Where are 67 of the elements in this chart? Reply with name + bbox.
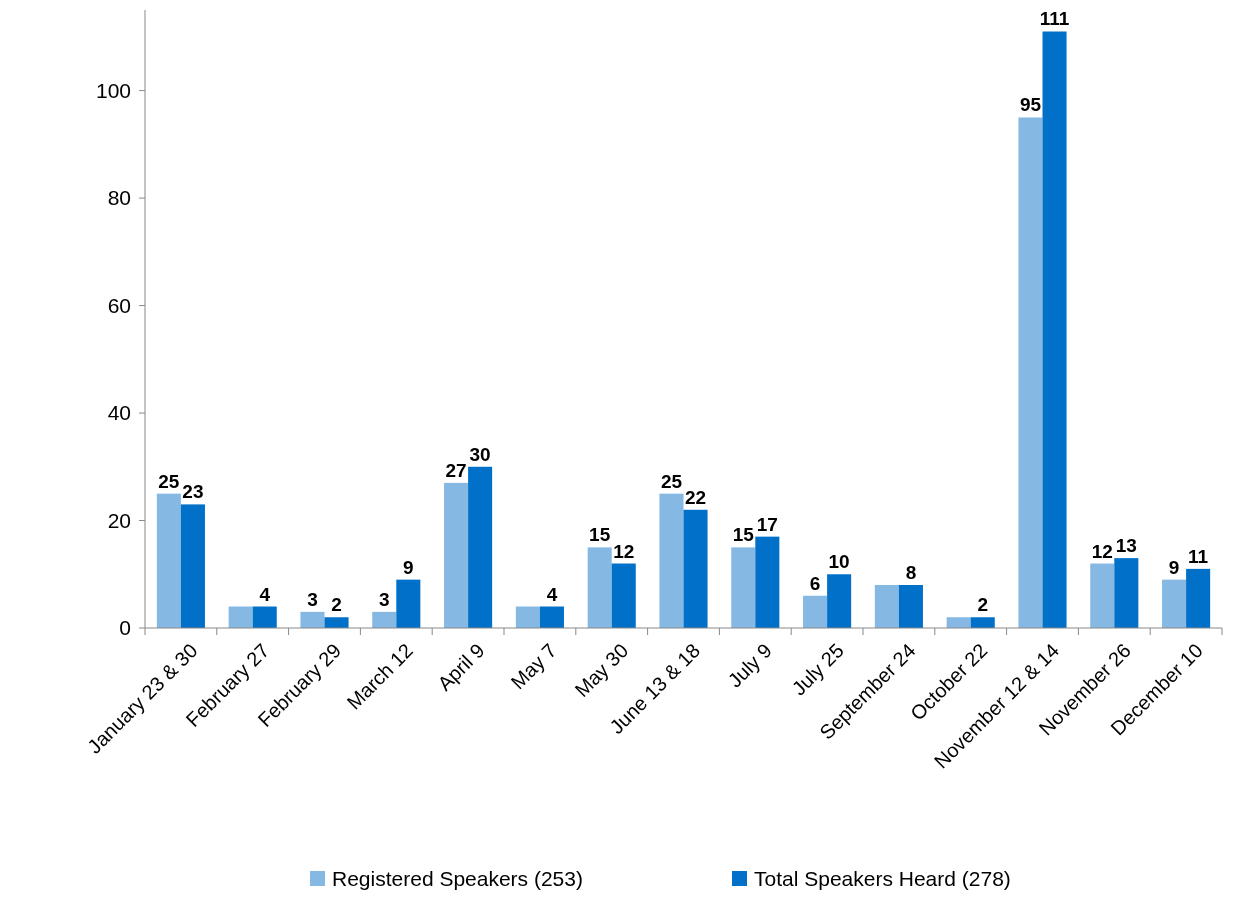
data-label: 27 (445, 459, 467, 481)
x-tick-label: July 9 (723, 639, 777, 692)
bar (324, 617, 349, 628)
bar (587, 547, 612, 628)
data-label: 25 (660, 470, 683, 492)
legend-label: Total Speakers Heard (278) (754, 867, 1011, 890)
bar (1162, 579, 1187, 628)
bar (898, 585, 923, 628)
bar (803, 595, 828, 628)
legend-label: Registered Speakers (253) (332, 867, 583, 890)
data-label: 9 (1168, 556, 1180, 578)
y-tick-label: 40 (107, 401, 131, 425)
x-tick-label: May 30 (570, 639, 633, 702)
bar (300, 611, 325, 628)
bar (1090, 563, 1115, 628)
bar (683, 509, 708, 628)
bar (1018, 117, 1043, 628)
data-label: 22 (684, 486, 707, 508)
data-label: 25 (158, 470, 180, 492)
bar (946, 617, 971, 628)
bar (874, 585, 899, 628)
y-tick-label: 80 (107, 186, 131, 210)
bar (539, 606, 564, 628)
data-label: 12 (613, 540, 635, 562)
data-label: 23 (182, 481, 204, 503)
data-label: 6 (809, 572, 821, 594)
data-label: 12 (1091, 540, 1113, 562)
bar (659, 493, 684, 628)
data-label: 9 (403, 556, 414, 578)
data-label: 10 (828, 551, 850, 573)
data-label: 11 (1188, 545, 1209, 567)
bar (515, 606, 540, 628)
bar (731, 547, 756, 628)
y-tick-label: 0 (119, 616, 131, 639)
bar (1186, 568, 1211, 628)
bar (1114, 558, 1139, 628)
bar (180, 504, 205, 628)
bar (396, 579, 421, 628)
data-label: 17 (756, 513, 778, 535)
data-label: 13 (1115, 535, 1137, 557)
bar (468, 466, 493, 628)
bar (252, 606, 277, 628)
data-label: 15 (732, 524, 755, 546)
bar (1042, 31, 1067, 628)
bar (827, 574, 852, 628)
data-label: 2 (331, 594, 342, 616)
y-tick-label: 100 (95, 78, 131, 102)
data-label: 4 (259, 583, 271, 605)
bar (611, 563, 636, 628)
data-label: 3 (307, 588, 318, 610)
data-label: 2 (977, 594, 989, 616)
x-tick-label: May 7 (506, 639, 561, 694)
data-label: 111 (1039, 8, 1070, 30)
y-tick-label: 60 (107, 293, 131, 317)
bar (372, 611, 397, 628)
bar (970, 617, 995, 628)
data-label: 95 (1019, 94, 1042, 116)
bar (444, 482, 469, 628)
data-label: 15 (589, 524, 611, 546)
data-label: 4 (546, 583, 558, 605)
bar (755, 536, 780, 628)
data-label: 3 (378, 588, 390, 610)
bar (228, 606, 253, 628)
bar (156, 493, 181, 628)
data-label: 8 (905, 562, 917, 584)
y-tick-label: 20 (107, 508, 131, 532)
data-label: 30 (469, 443, 491, 465)
